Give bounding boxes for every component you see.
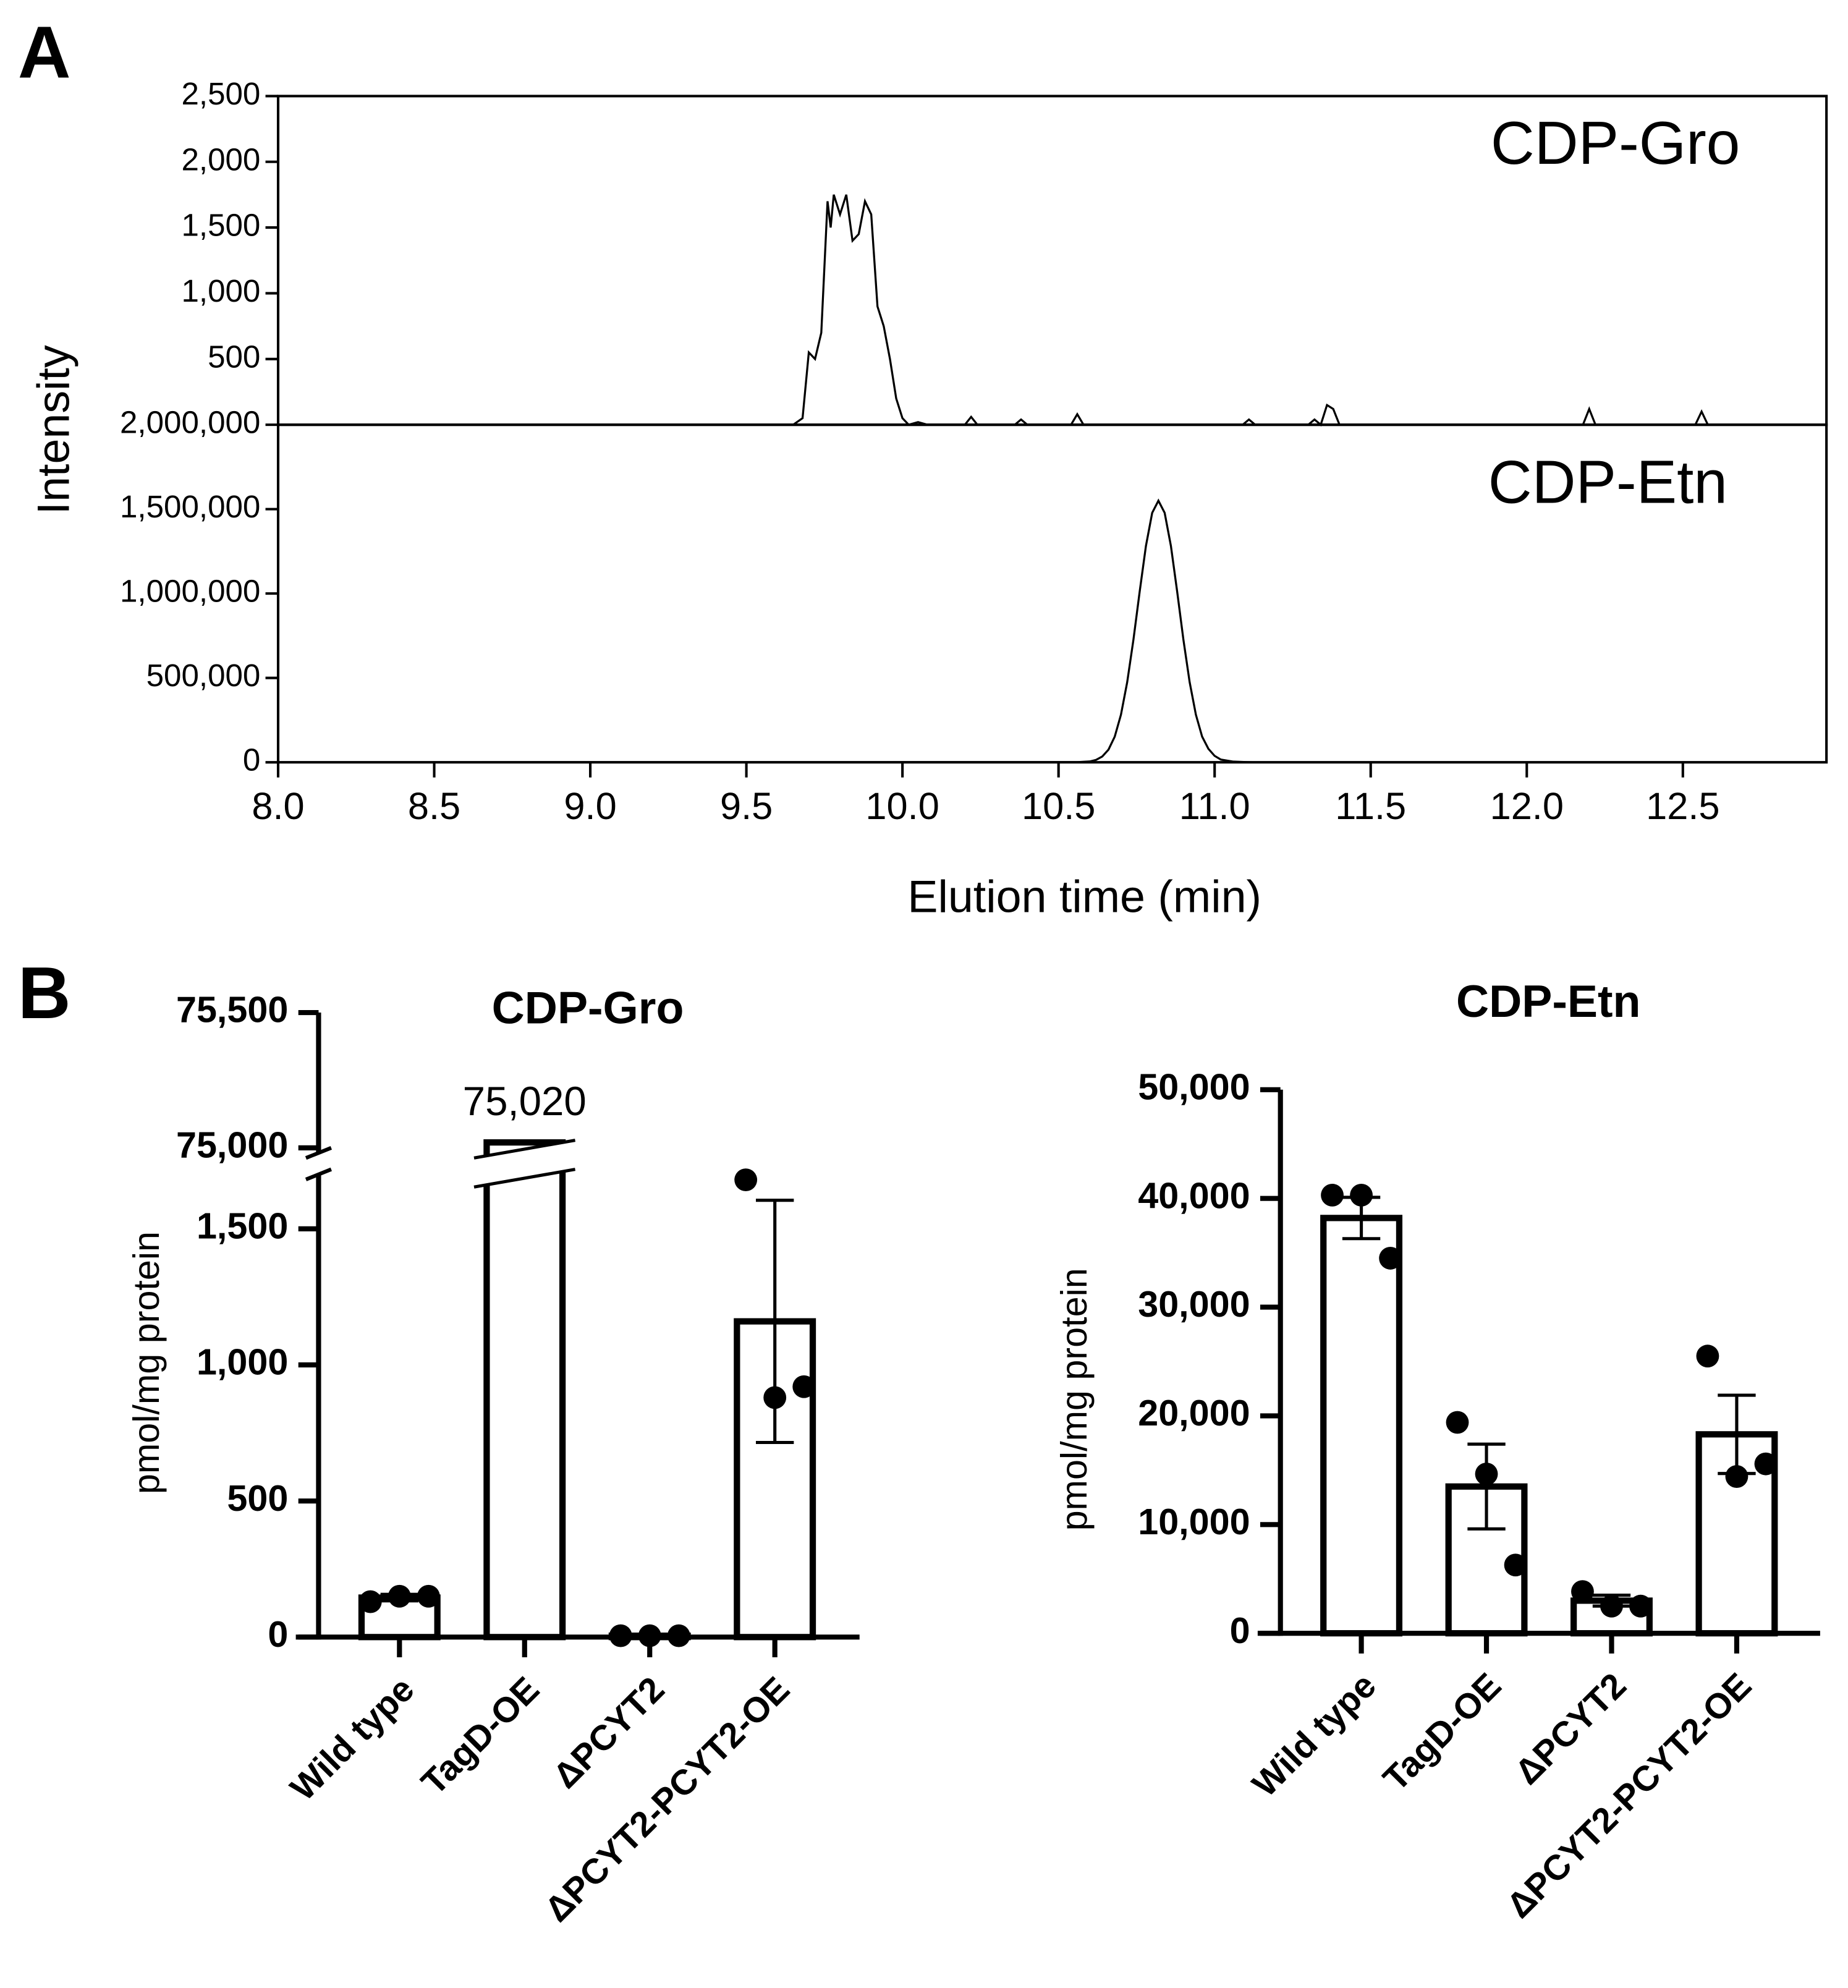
data-point [792,1375,816,1398]
x-tick-label: ΔPCYT2-PCYT2-OE [1499,1666,1759,1926]
panel-label: A [18,12,71,93]
y-tick-label: 2,500 [181,76,260,111]
data-point [1725,1465,1748,1488]
x-tick-label: 12.0 [1490,785,1564,828]
annotation: CDP-Etn [1488,448,1727,516]
y-tick-label: 2,000,000 [120,405,260,440]
data-point [734,1168,758,1192]
x-tick-label: Wild type [1245,1666,1384,1805]
bar-break [473,1140,575,1187]
bar-break [473,1139,576,1160]
data-point [358,1590,382,1613]
x-tick-label: 9.0 [564,785,616,828]
data-point [638,1624,661,1647]
data-point [388,1584,411,1608]
data-point [763,1386,787,1409]
data-point [1629,1594,1652,1618]
bar [1320,1215,1403,1637]
x-tick-label: TagD-OE [414,1670,547,1803]
y-tick-label: 30,000 [1138,1283,1250,1325]
data-point [667,1624,690,1647]
x-tick-label: ΔPCYT2 [546,1670,672,1796]
axis-break [305,1167,333,1181]
y-tick-label: 75,500 [176,989,288,1030]
x-axis-label: Elution time (min) [907,871,1261,922]
data-point [1350,1183,1373,1207]
y-tick-label: 1,000 [181,273,260,308]
y-tick-label: 500 [227,1477,288,1519]
data-point [417,1584,440,1608]
chart-title: CDP-Gro [492,982,684,1033]
y-tick-label: 0 [268,1613,288,1655]
trace [278,498,1827,763]
data-point [1475,1463,1498,1485]
chart-title: CDP-Etn [1456,975,1641,1027]
y-tick-label: 20,000 [1138,1392,1250,1434]
x-tick-label: 9.5 [720,785,773,828]
data-point [1321,1183,1344,1207]
annotation: CDP-Gro [1491,109,1740,177]
y-tick-label: 0 [243,742,260,778]
data-point [1446,1411,1469,1434]
y-tick-label: 75,000 [176,1124,288,1166]
y-tick-label: 1,000 [197,1341,288,1383]
data-point [1571,1580,1594,1604]
axis-break [305,1146,333,1160]
y-tick-label: 2,000 [181,142,260,177]
y-tick-label: 1,500 [181,208,260,243]
y-tick-label: 40,000 [1138,1175,1250,1216]
x-tick-label: Wild type [283,1670,422,1809]
data-point [1754,1452,1778,1476]
y-axis-label: pmol/mg protein [1053,1268,1095,1531]
x-tick-label: 8.0 [252,785,304,828]
data-point [1696,1344,1719,1368]
y-tick-label: 50,000 [1138,1066,1250,1107]
x-tick-label: ΔPCYT2-PCYT2-OE [537,1670,797,1930]
bar-break [473,1168,576,1189]
y-tick-label: 500,000 [146,658,261,693]
y-tick-label: 10,000 [1138,1501,1250,1542]
y-tick-label: 500 [208,339,260,374]
x-tick-label: 10.5 [1022,785,1095,828]
y-tick-label: 1,000,000 [120,574,260,609]
y-tick-label: 1,500 [197,1205,288,1247]
x-tick-label: TagD-OE [1376,1666,1509,1799]
data-point [1504,1553,1527,1577]
trace [278,194,1827,427]
data-point [1379,1247,1402,1270]
y-axis-label: Intensity [28,345,79,514]
data-point [1600,1594,1623,1618]
bar [483,1139,566,1641]
y-tick-label: 1,500,000 [120,489,260,524]
data-point [609,1624,632,1647]
x-tick-label: 12.5 [1646,785,1719,828]
x-tick-label: 11.0 [1179,785,1250,828]
x-tick-label: 10.0 [865,785,939,828]
x-tick-label: 11.5 [1335,785,1406,828]
value-label: 75,020 [463,1079,587,1124]
x-tick-label: ΔPCYT2 [1507,1666,1634,1793]
y-axis-label: pmol/mg protein [125,1231,167,1494]
x-tick-label: 8.5 [408,785,460,828]
panel-label: B [18,953,71,1034]
y-tick-label: 0 [1230,1610,1250,1651]
